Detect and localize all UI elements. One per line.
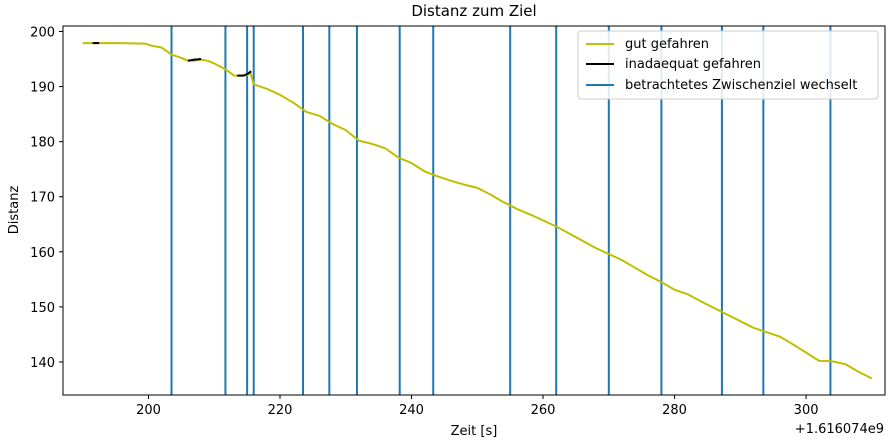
y-axis-label: Distanz	[7, 186, 22, 235]
legend-label-bad: inadaequat gefahren	[625, 57, 761, 72]
x-tick-label: 220	[268, 403, 293, 418]
x-tick-label: 300	[794, 403, 819, 418]
chart-title: Distanz zum Ziel	[411, 2, 536, 20]
legend-label-switch: betrachtetes Zwischenziel wechselt	[625, 78, 857, 93]
y-tick-label: 150	[30, 301, 55, 316]
x-tick-label: 280	[662, 403, 687, 418]
y-tick-label: 200	[30, 26, 55, 41]
x-axis-label: Zeit [s]	[451, 424, 498, 439]
y-tick-label: 180	[30, 136, 55, 151]
series-line-good	[82, 42, 873, 380]
x-tick-label: 240	[399, 403, 424, 418]
x-tick-label: 260	[531, 403, 556, 418]
y-tick-label: 140	[30, 356, 55, 371]
y-tick-label: 170	[30, 191, 55, 206]
legend-label-good: gut gefahren	[625, 37, 709, 52]
y-tick-label: 160	[30, 246, 55, 261]
x-offset-label: +1.616074e9	[795, 422, 884, 437]
plot-frame	[62, 25, 886, 396]
legend-box	[577, 30, 879, 100]
series-line-bad	[187, 58, 202, 62]
series-line-bad	[237, 70, 252, 77]
series-layer	[82, 42, 873, 380]
legend: gut gefahren inadaequat gefahren betrach…	[577, 30, 879, 100]
axis-ticks: 200 220 240 260 280 300 140 150 160 170 180 190 200	[30, 26, 818, 418]
y-tick-label: 190	[30, 81, 55, 96]
x-tick-label: 200	[136, 403, 161, 418]
